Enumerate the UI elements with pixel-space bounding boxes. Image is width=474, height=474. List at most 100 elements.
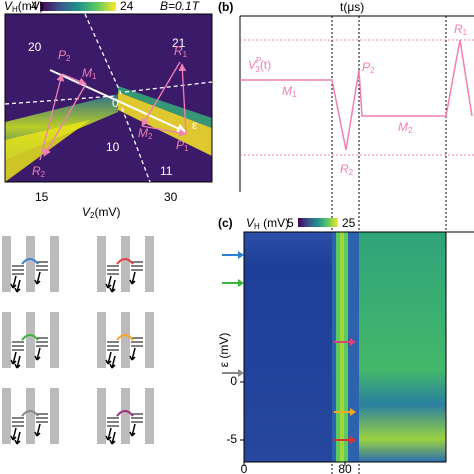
ticks-c [240,381,346,466]
colorbar-max: 24 [120,0,134,13]
detuning-axis [49,69,187,133]
spin [109,279,116,293]
tunnel [116,258,134,265]
text-part: 2 [148,132,153,141]
spin [14,431,21,445]
text-part: 2 [90,211,95,220]
map-c [243,231,474,463]
pulse-arrows [39,61,187,161]
colorbar-max: 25 [342,216,356,230]
gate [97,312,106,368]
x-tick-label: 0 [241,462,248,474]
colorbar-label: VH(mV) [4,0,44,14]
gate [2,236,11,292]
point-label: P2 [58,48,71,63]
panel-label: (c) [218,216,233,230]
point-label: M1 [82,66,97,81]
region-label: 21 [172,36,186,50]
gate [2,388,11,444]
text-part: R [454,22,463,36]
text-part: V [248,58,257,72]
spin [10,351,17,365]
gate [121,312,130,368]
text-part: P [362,60,370,74]
text-part: 2 [66,54,71,63]
text-part: 1 [292,90,297,99]
text-part: P [176,138,184,152]
schematics [2,236,154,445]
tunnel [116,410,134,417]
text-part: M [282,84,292,98]
text-part: 1 [183,50,188,59]
tunnel [21,334,39,341]
text-part: 1 [184,144,189,153]
gate [26,236,35,292]
spin [129,271,136,285]
y-tick-label: 0 [230,374,237,388]
region-label: 10 [106,140,120,154]
text-part: V [246,216,255,230]
spin [14,355,21,369]
point-label: M2 [398,120,413,135]
text-part: M [398,120,408,134]
text-part: H [254,222,260,231]
gate [26,388,35,444]
colorbar-min: 4 [31,0,38,13]
text-part: H [12,5,18,14]
gate [50,236,59,292]
point-label: R2 [340,162,354,177]
x-label: V2(mV) [82,205,120,220]
spin [105,427,112,441]
spin [105,351,112,365]
gate [50,312,59,368]
panel-label: (b) [218,0,233,14]
boundaries [4,13,213,183]
text-part: R [340,162,349,176]
point-label: P1 [176,138,189,153]
gate [121,388,130,444]
spin [109,355,116,369]
x-tick-label: 15 [35,190,49,204]
point-label: R2 [32,164,46,179]
tunnel [116,334,134,341]
text-part: (mV) [94,205,120,219]
region-label: 20 [28,40,42,54]
gate [97,388,106,444]
spin [14,279,21,293]
spin [109,431,116,445]
text-part: 2 [349,168,354,177]
spin [34,347,41,361]
tunnel [21,410,39,417]
gate [97,236,106,292]
gate [145,388,154,444]
spin [34,271,41,285]
x-label: t(μs) [340,0,364,14]
colorbar-min: 5 [287,216,294,230]
text-part: R [174,44,183,58]
gate [50,388,59,444]
point-label: M1 [282,84,297,99]
colorbar [298,218,338,227]
point-label: P2 [362,60,375,75]
x-tick-label: 80 [338,462,352,474]
spin [105,275,112,289]
map-a [5,14,212,182]
region-label: 11 [160,164,173,178]
spin [10,427,17,441]
text-part: 3 [255,65,260,74]
y-label: ε (mV) [217,333,231,368]
text-part: 1 [463,28,468,37]
text-part: M [82,66,92,80]
spin [34,423,41,437]
point-label: R1 [174,44,188,59]
text-part: 2 [41,170,46,179]
text-part: (t) [260,58,271,72]
gate [26,312,35,368]
state-arrows [222,251,356,444]
gate [121,236,130,292]
gate [145,236,154,292]
x-tick-label: 30 [164,190,178,204]
region-label: 0 [112,96,119,110]
spin [10,275,17,289]
